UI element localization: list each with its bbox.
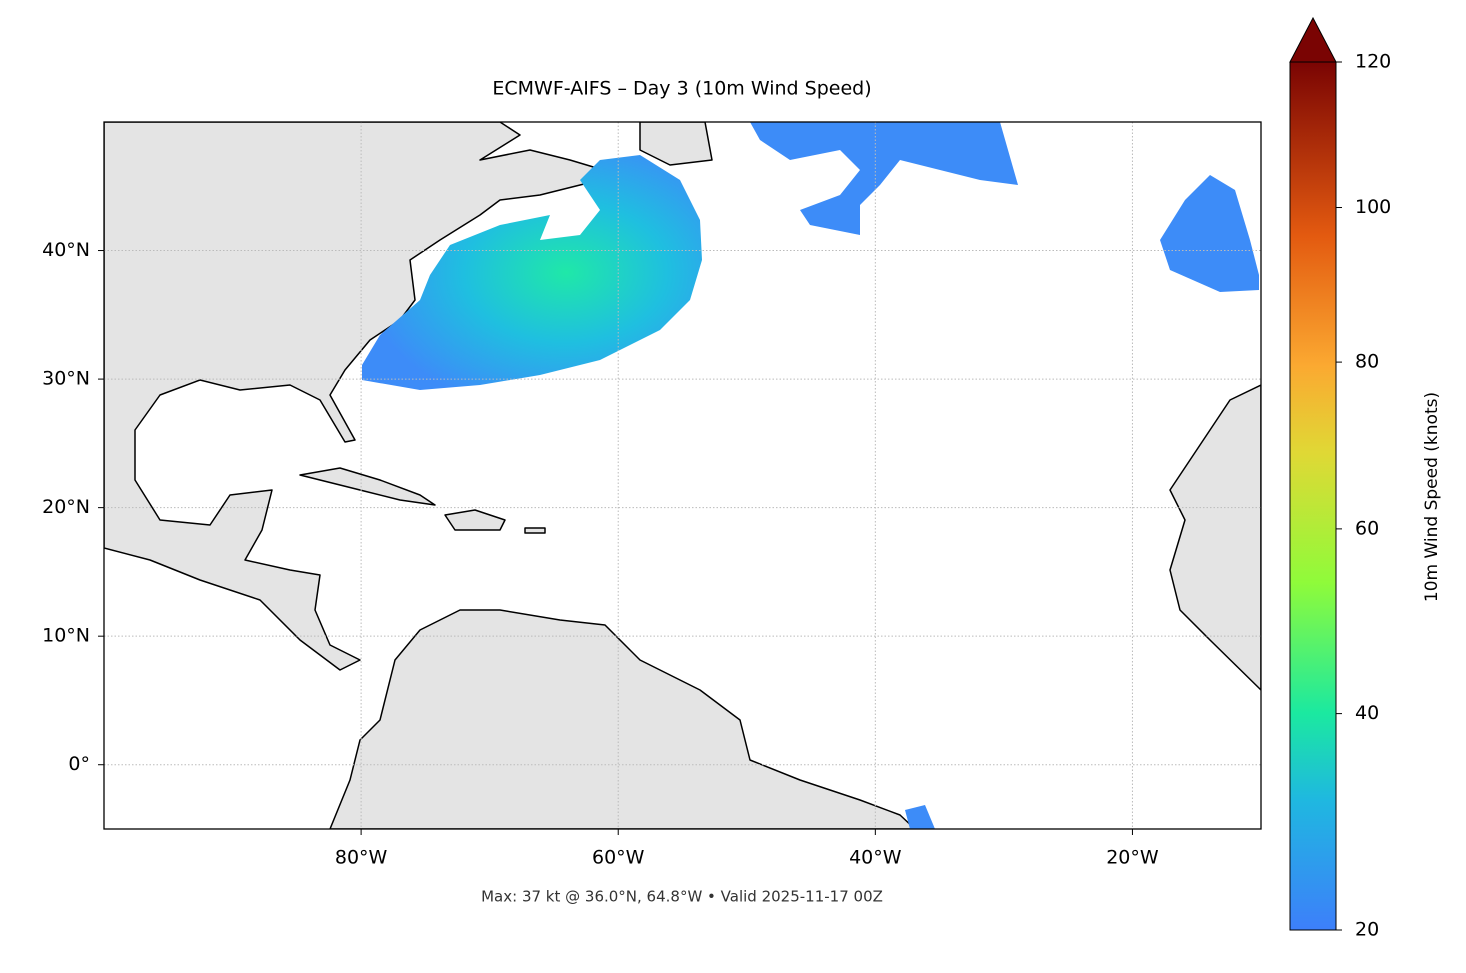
colorbar-tick-label: 40	[1355, 702, 1379, 724]
colorbar-tick-label: 80	[1355, 351, 1379, 373]
wind-patch	[1160, 175, 1259, 292]
colorbar-tick-label: 20	[1355, 919, 1379, 941]
africa	[1169, 384, 1261, 691]
y-tick-label: 30°N	[42, 368, 90, 390]
newfoundland	[639, 122, 713, 166]
map	[104, 122, 1261, 829]
x-tick-label: 40°W	[849, 847, 902, 869]
colorbar-label: 10m Wind Speed (knots)	[1422, 392, 1442, 602]
y-tick-label: 20°N	[42, 496, 90, 518]
y-tick-label: 40°N	[42, 239, 90, 261]
y-tick-label: 10°N	[42, 625, 90, 647]
chart-title: ECMWF-AIFS – Day 3 (10m Wind Speed)	[492, 78, 871, 100]
wind-patch	[905, 805, 935, 829]
wind-patch	[750, 122, 1018, 235]
hispaniola	[444, 509, 506, 531]
footer: Max: 37 kt @ 36.0°N, 64.8°W • Valid 2025…	[481, 888, 883, 906]
y-tick-label: 0°	[68, 753, 90, 775]
x-tick-label: 60°W	[592, 847, 645, 869]
x-tick-label: 20°W	[1106, 847, 1159, 869]
colorbar-tick-label: 120	[1355, 51, 1391, 73]
wind-swath	[362, 155, 702, 390]
map-frame	[103, 121, 1262, 830]
cuba	[299, 467, 436, 506]
colorbar	[1289, 61, 1337, 931]
puerto-rico	[524, 527, 546, 534]
colorbar-extend	[1289, 16, 1337, 63]
north-america	[104, 122, 621, 671]
colorbar-tick-label: 60	[1355, 517, 1379, 539]
colorbar-tick-label: 100	[1355, 196, 1391, 218]
south-america	[329, 609, 916, 829]
x-tick-label: 80°W	[335, 847, 388, 869]
